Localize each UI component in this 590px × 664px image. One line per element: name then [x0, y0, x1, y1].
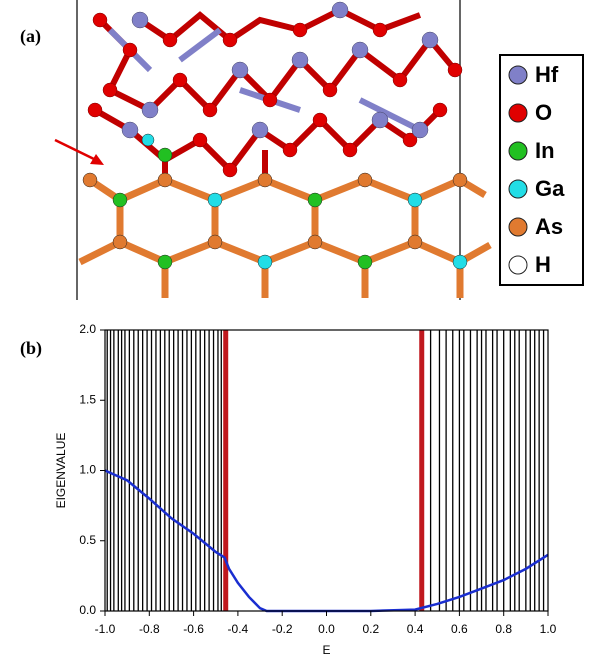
x-tick-label: -1.0	[95, 622, 116, 636]
legend-label: Ga	[535, 176, 565, 201]
x-tick-label: 0.0	[318, 622, 335, 636]
legend-swatch	[509, 218, 527, 236]
x-tick-label: 0.8	[495, 622, 512, 636]
legend-swatch	[509, 104, 527, 122]
legend-label: H	[535, 252, 551, 277]
chart: -1.0 -0.8 -0.6 -0.4 -0.2 0.0 0.2 0.4 0.6 0.8 1.0 0.…	[54, 322, 556, 657]
y-tick-label: 0.0	[79, 603, 96, 617]
legend-label: In	[535, 138, 555, 163]
figure: Hf O In Ga As H (a) (b) -1.0 -0.8 -0.6 -0.4 -0.2 0…	[0, 0, 590, 659]
y-axis-label: EIGENVALUE	[54, 433, 68, 509]
structure-image	[55, 0, 490, 300]
legend: Hf O In Ga As H	[500, 55, 583, 285]
y-tick-label: 0.5	[79, 533, 96, 547]
legend-swatch	[509, 142, 527, 160]
y-tick-label: 1.0	[79, 463, 96, 477]
legend-label: Hf	[535, 62, 559, 87]
x-tick-label: -0.2	[272, 622, 293, 636]
x-tick-label: 0.6	[451, 622, 468, 636]
x-tick-label: 1.0	[540, 622, 557, 636]
x-tick-label: 0.4	[407, 622, 424, 636]
legend-swatch	[509, 256, 527, 274]
y-tick-label: 2.0	[79, 322, 96, 336]
x-tick-label: -0.4	[228, 622, 249, 636]
legend-label: O	[535, 100, 552, 125]
y-tick-label: 1.5	[79, 392, 96, 406]
legend-label: As	[535, 214, 563, 239]
x-tick-label: -0.6	[183, 622, 204, 636]
x-tick-label: 0.2	[362, 622, 379, 636]
x-tick-label: -0.8	[139, 622, 160, 636]
legend-swatch	[509, 66, 527, 84]
x-axis-label: E	[322, 643, 330, 657]
panel-label: (b)	[20, 338, 42, 359]
legend-swatch	[509, 180, 527, 198]
panel-label: (a)	[20, 26, 41, 47]
